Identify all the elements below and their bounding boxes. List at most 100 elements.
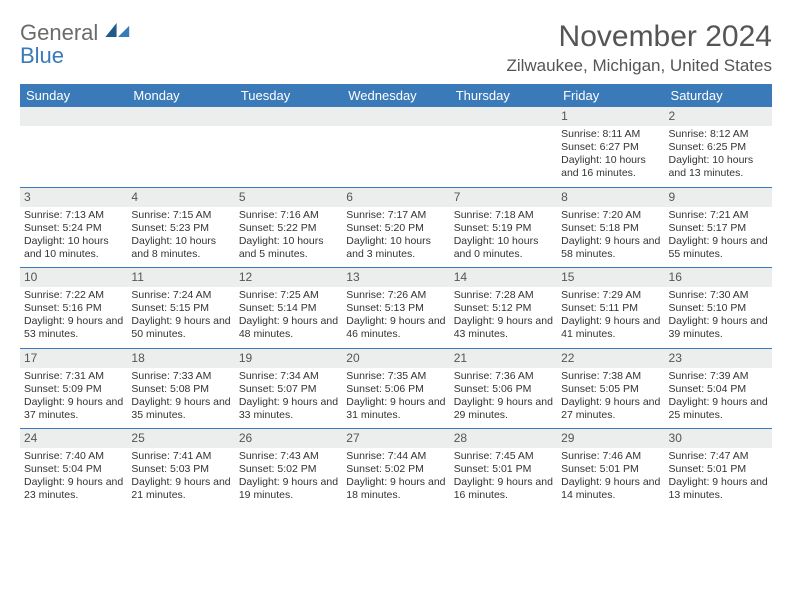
sunset-line: Sunset: 5:01 PM [561,463,660,476]
daylight-line: Daylight: 10 hours and 13 minutes. [669,154,768,180]
empty-day [235,107,342,126]
sunrise-line: Sunrise: 7:38 AM [561,370,660,383]
day-info: Sunrise: 7:39 AMSunset: 5:04 PMDaylight:… [665,368,772,429]
day-number: 6 [342,188,449,207]
day-number: 21 [450,349,557,368]
day-number: 5 [235,188,342,207]
sunset-line: Sunset: 5:01 PM [454,463,553,476]
day-cell [342,107,449,187]
day-info: Sunrise: 7:13 AMSunset: 5:24 PMDaylight:… [20,207,127,268]
day-cell: 29Sunrise: 7:46 AMSunset: 5:01 PMDayligh… [557,429,664,509]
sunset-line: Sunset: 5:06 PM [454,383,553,396]
day-info: Sunrise: 7:33 AMSunset: 5:08 PMDaylight:… [127,368,234,429]
sunrise-line: Sunrise: 7:39 AM [669,370,768,383]
day-number: 16 [665,268,772,287]
sunset-line: Sunset: 5:16 PM [24,302,123,315]
day-info: Sunrise: 7:46 AMSunset: 5:01 PMDaylight:… [557,448,664,509]
daylight-line: Daylight: 9 hours and 25 minutes. [669,396,768,422]
day-cell: 15Sunrise: 7:29 AMSunset: 5:11 PMDayligh… [557,268,664,348]
day-number: 15 [557,268,664,287]
empty-day [20,107,127,126]
sunset-line: Sunset: 5:02 PM [346,463,445,476]
weekday-thursday: Thursday [450,84,557,107]
day-number: 28 [450,429,557,448]
day-number: 26 [235,429,342,448]
day-number: 7 [450,188,557,207]
sunset-line: Sunset: 5:04 PM [669,383,768,396]
day-number: 10 [20,268,127,287]
sunset-line: Sunset: 5:13 PM [346,302,445,315]
sunset-line: Sunset: 5:10 PM [669,302,768,315]
day-info: Sunrise: 7:35 AMSunset: 5:06 PMDaylight:… [342,368,449,429]
day-number: 2 [665,107,772,126]
day-info: Sunrise: 7:47 AMSunset: 5:01 PMDaylight:… [665,448,772,509]
day-info: Sunrise: 7:45 AMSunset: 5:01 PMDaylight:… [450,448,557,509]
day-cell [127,107,234,187]
daylight-line: Daylight: 9 hours and 14 minutes. [561,476,660,502]
sunrise-line: Sunrise: 7:20 AM [561,209,660,222]
sunset-line: Sunset: 6:25 PM [669,141,768,154]
sunset-line: Sunset: 5:12 PM [454,302,553,315]
sunrise-line: Sunrise: 7:41 AM [131,450,230,463]
day-number: 27 [342,429,449,448]
daylight-line: Daylight: 9 hours and 58 minutes. [561,235,660,261]
day-cell: 5Sunrise: 7:16 AMSunset: 5:22 PMDaylight… [235,188,342,268]
day-info: Sunrise: 7:41 AMSunset: 5:03 PMDaylight:… [127,448,234,509]
day-cell: 26Sunrise: 7:43 AMSunset: 5:02 PMDayligh… [235,429,342,509]
day-info: Sunrise: 7:22 AMSunset: 5:16 PMDaylight:… [20,287,127,348]
week-row: 17Sunrise: 7:31 AMSunset: 5:09 PMDayligh… [20,349,772,429]
day-info: Sunrise: 7:25 AMSunset: 5:14 PMDaylight:… [235,287,342,348]
day-number: 30 [665,429,772,448]
daylight-line: Daylight: 9 hours and 43 minutes. [454,315,553,341]
day-info: Sunrise: 7:43 AMSunset: 5:02 PMDaylight:… [235,448,342,509]
week-row: 10Sunrise: 7:22 AMSunset: 5:16 PMDayligh… [20,268,772,348]
weekday-friday: Friday [557,84,664,107]
day-info: Sunrise: 7:18 AMSunset: 5:19 PMDaylight:… [450,207,557,268]
day-cell: 18Sunrise: 7:33 AMSunset: 5:08 PMDayligh… [127,349,234,429]
daylight-line: Daylight: 9 hours and 33 minutes. [239,396,338,422]
sunrise-line: Sunrise: 7:17 AM [346,209,445,222]
day-info: Sunrise: 7:17 AMSunset: 5:20 PMDaylight:… [342,207,449,268]
day-info: Sunrise: 7:26 AMSunset: 5:13 PMDaylight:… [342,287,449,348]
day-cell: 3Sunrise: 7:13 AMSunset: 5:24 PMDaylight… [20,188,127,268]
day-number: 13 [342,268,449,287]
sunset-line: Sunset: 5:15 PM [131,302,230,315]
day-cell [20,107,127,187]
sunrise-line: Sunrise: 7:44 AM [346,450,445,463]
day-info: Sunrise: 8:11 AMSunset: 6:27 PMDaylight:… [557,126,664,187]
day-info: Sunrise: 7:24 AMSunset: 5:15 PMDaylight:… [127,287,234,348]
sunrise-line: Sunrise: 7:30 AM [669,289,768,302]
day-cell: 1Sunrise: 8:11 AMSunset: 6:27 PMDaylight… [557,107,664,187]
sunset-line: Sunset: 5:24 PM [24,222,123,235]
sunset-line: Sunset: 5:19 PM [454,222,553,235]
daylight-line: Daylight: 9 hours and 37 minutes. [24,396,123,422]
sunrise-line: Sunrise: 7:45 AM [454,450,553,463]
sunrise-line: Sunrise: 7:47 AM [669,450,768,463]
sunrise-line: Sunrise: 7:33 AM [131,370,230,383]
sunrise-line: Sunrise: 7:34 AM [239,370,338,383]
sunset-line: Sunset: 5:09 PM [24,383,123,396]
day-info: Sunrise: 7:20 AMSunset: 5:18 PMDaylight:… [557,207,664,268]
sunrise-line: Sunrise: 7:24 AM [131,289,230,302]
sunrise-line: Sunrise: 7:15 AM [131,209,230,222]
day-number: 3 [20,188,127,207]
week-row: 24Sunrise: 7:40 AMSunset: 5:04 PMDayligh… [20,429,772,509]
daylight-line: Daylight: 9 hours and 27 minutes. [561,396,660,422]
day-cell: 8Sunrise: 7:20 AMSunset: 5:18 PMDaylight… [557,188,664,268]
day-info: Sunrise: 7:16 AMSunset: 5:22 PMDaylight:… [235,207,342,268]
day-cell: 24Sunrise: 7:40 AMSunset: 5:04 PMDayligh… [20,429,127,509]
sunset-line: Sunset: 5:05 PM [561,383,660,396]
sunrise-line: Sunrise: 7:46 AM [561,450,660,463]
day-info: Sunrise: 7:34 AMSunset: 5:07 PMDaylight:… [235,368,342,429]
day-info: Sunrise: 7:29 AMSunset: 5:11 PMDaylight:… [557,287,664,348]
day-cell: 28Sunrise: 7:45 AMSunset: 5:01 PMDayligh… [450,429,557,509]
day-number: 22 [557,349,664,368]
day-cell: 19Sunrise: 7:34 AMSunset: 5:07 PMDayligh… [235,349,342,429]
day-cell: 12Sunrise: 7:25 AMSunset: 5:14 PMDayligh… [235,268,342,348]
month-title: November 2024 [506,20,772,54]
empty-day [127,107,234,126]
sunset-line: Sunset: 5:08 PM [131,383,230,396]
day-number: 20 [342,349,449,368]
daylight-line: Daylight: 9 hours and 48 minutes. [239,315,338,341]
day-number: 24 [20,429,127,448]
